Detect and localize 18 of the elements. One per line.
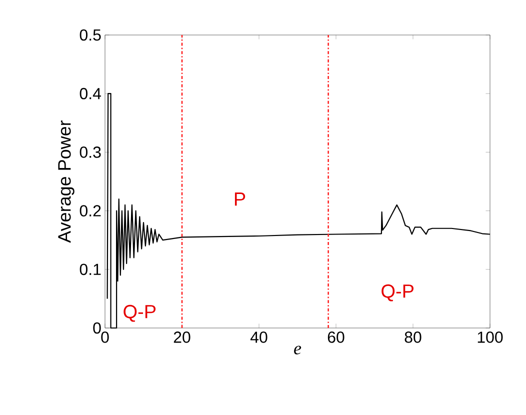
- annotation: Q-P: [124, 304, 156, 322]
- x-axis-title: e: [294, 346, 302, 354]
- line-series: [106, 93, 491, 329]
- y-tick-label: 0.1: [80, 264, 101, 276]
- y-tick-label: 0.5: [80, 29, 101, 41]
- x-tick-label: 60: [328, 332, 344, 343]
- y-tick-label: 0.2: [80, 205, 101, 216]
- x-tick-label: 40: [250, 332, 268, 343]
- x-tick-label: 100: [478, 332, 503, 343]
- annotation: Q-P: [382, 284, 414, 302]
- y-tick-label: 0: [93, 322, 101, 334]
- x-tick-label: 80: [404, 332, 422, 343]
- y-tick-label: 0.4: [80, 88, 101, 100]
- y-tick-label: 0.3: [80, 146, 101, 158]
- annotation: P: [234, 192, 246, 206]
- y-axis-title: Average Power: [58, 120, 74, 243]
- x-tick-label: 0: [101, 332, 109, 343]
- x-tick-label: 20: [174, 332, 190, 343]
